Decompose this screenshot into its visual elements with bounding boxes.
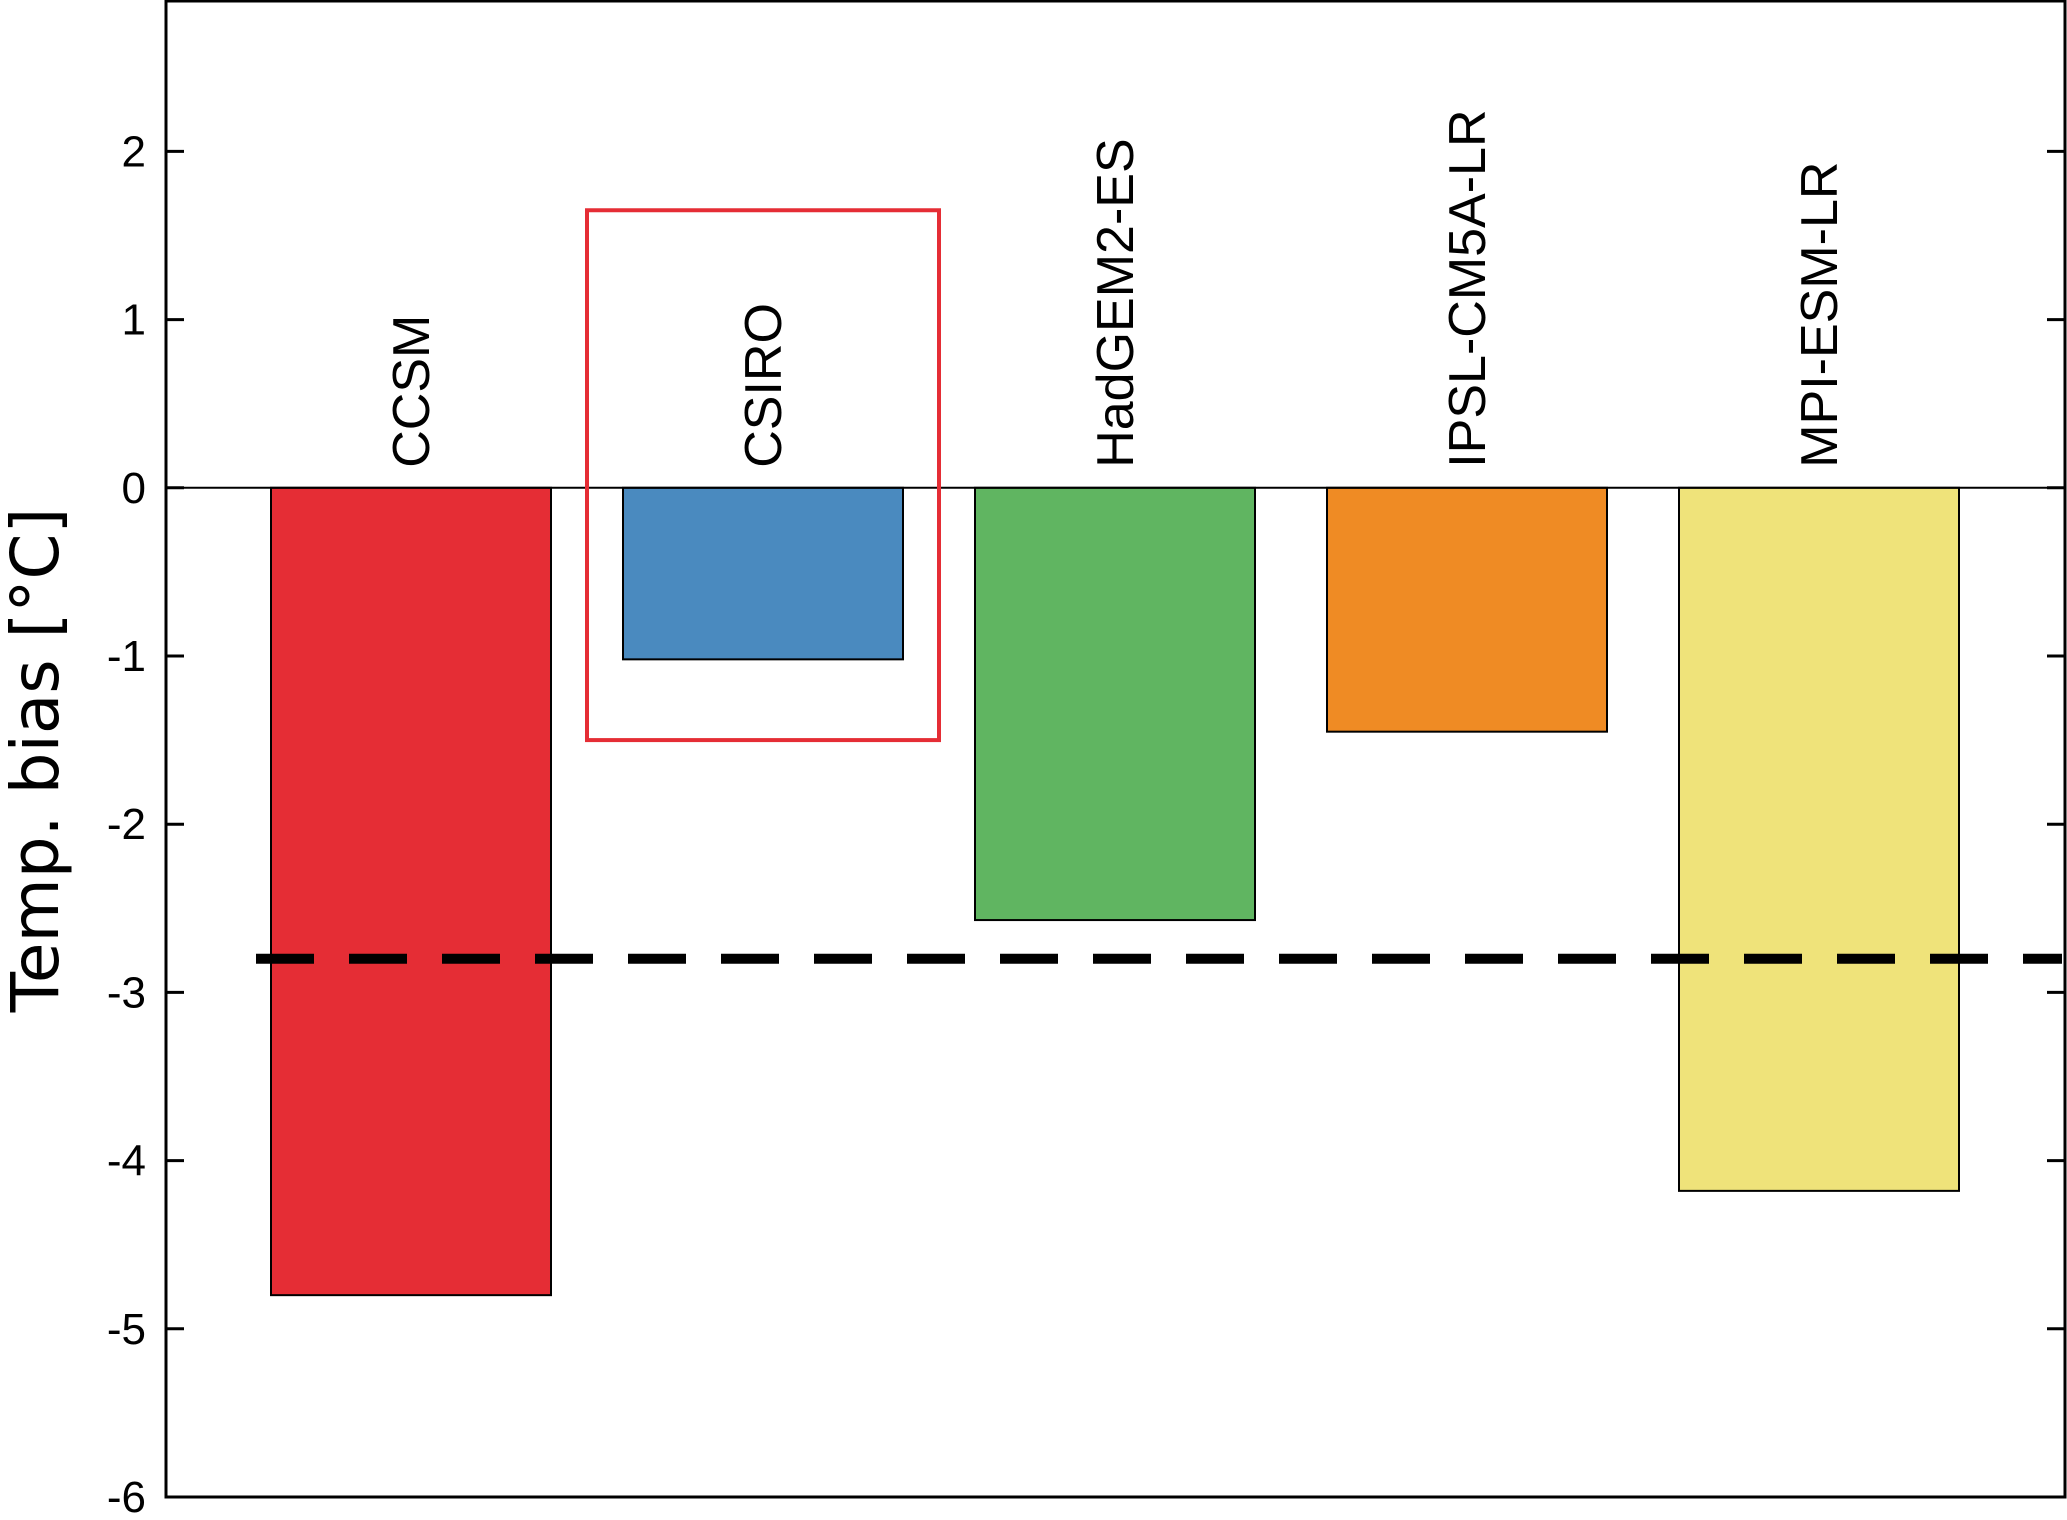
plot-frame (164, 0, 2067, 1499)
y-tick-label: -5 (107, 1305, 146, 1354)
category-label-hadgem2-es: HadGEM2-ES (1087, 138, 1145, 467)
y-axis-title: Temp. bias [°C] (0, 508, 74, 1013)
category-label-mpi-esm-lr: MPI-ESM-LR (1791, 162, 1849, 468)
y-tick-label: -1 (107, 632, 146, 681)
category-label-ipsl-cm5a-lr: IPSL-CM5A-LR (1439, 109, 1497, 467)
category-label-ccsm: CCSM (383, 315, 441, 468)
y-tick-label: 1 (122, 296, 146, 345)
bar-ccsm (270, 486, 552, 1297)
y-tick-label: 2 (122, 127, 146, 176)
bar-csiro (622, 486, 904, 661)
y-tick-label: -2 (107, 800, 146, 849)
bar-hadgem2-es (974, 486, 1256, 922)
y-tick-label: -6 (107, 1473, 146, 1520)
highlight-box (585, 208, 941, 743)
y-tick-label: -4 (107, 1137, 146, 1186)
y-tick-label: 0 (122, 464, 146, 513)
bar-ipsl-cm5a-lr (1326, 486, 1608, 733)
category-label-csiro: CSIRO (735, 303, 793, 468)
y-tick-label: -3 (107, 968, 146, 1017)
bar-mpi-esm-lr (1678, 486, 1960, 1192)
